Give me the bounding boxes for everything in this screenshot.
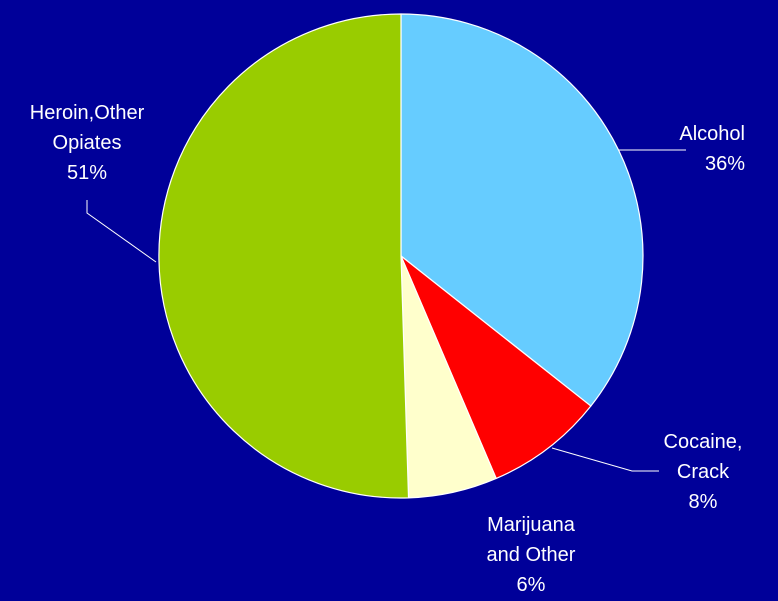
slice-label-2: Marijuana and Other 6%: [487, 514, 576, 596]
slice-name-label: Opiates: [53, 132, 122, 154]
slice-value-label: 51%: [67, 162, 107, 184]
slice-label-1: Cocaine, Crack 8%: [664, 431, 743, 513]
slice-name-label: Heroin,Other: [30, 102, 145, 124]
leader-line-3: [86, 200, 157, 263]
pie-slice-1: [400, 255, 592, 480]
leader-lines: [86, 149, 686, 472]
slice-value-label: 36%: [705, 153, 745, 175]
slice-name-label: Cocaine,: [664, 431, 743, 453]
slice-labels: Alcohol 36% Cocaine, Crack 8% Marijuana and Ot…: [30, 102, 745, 596]
slice-label-0: Alcohol 36%: [679, 123, 745, 175]
slice-name-label: Marijuana: [487, 514, 576, 536]
slice-label-3: Heroin,Other Opiates 51%: [30, 102, 145, 184]
slice-name-label: and Other: [487, 544, 576, 566]
pie-slice-3: [158, 13, 410, 499]
pie-slice-0: [400, 13, 644, 407]
slice-value-label: 8%: [689, 491, 718, 513]
pie-slices: [158, 13, 644, 499]
slice-name-label: Alcohol: [679, 123, 745, 145]
slice-value-label: 6%: [517, 574, 546, 596]
slice-name-label: Crack: [677, 461, 730, 483]
leader-line-1: [551, 447, 659, 472]
